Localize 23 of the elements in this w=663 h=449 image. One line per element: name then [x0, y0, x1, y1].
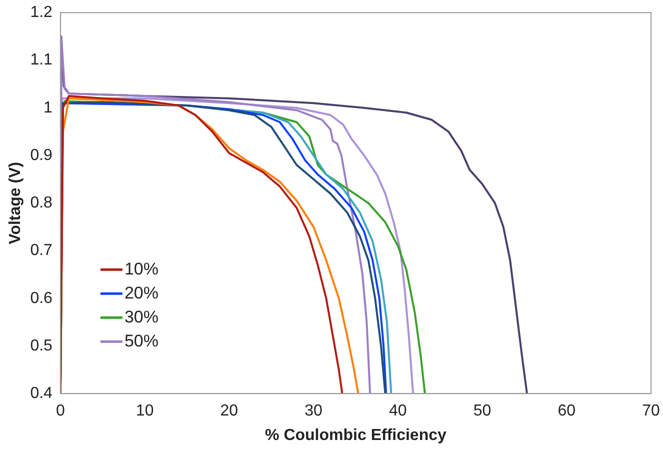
legend-label: 20%	[124, 283, 158, 302]
x-tick-label: 70	[642, 402, 660, 420]
y-tick-label: 1.1	[30, 52, 53, 69]
x-tick-label: 30	[304, 402, 323, 420]
y-tick-label: 0.6	[30, 290, 53, 307]
y-tick-label: 0.4	[30, 385, 53, 402]
x-tick-label: 50	[473, 402, 492, 420]
x-tick-label: 20	[220, 402, 238, 420]
y-tick-label: 0.8	[30, 194, 53, 212]
legend-label: 10%	[124, 259, 158, 278]
x-tick-label: 10	[136, 402, 154, 420]
y-tick-label: 0.7	[30, 242, 53, 260]
legend-label: 50%	[124, 331, 158, 350]
y-axis-title: Voltage (V)	[7, 162, 24, 244]
y-tick-label: 1.2	[30, 4, 53, 22]
x-tick-label: 0	[56, 402, 65, 420]
y-tick-label: 1	[44, 99, 53, 116]
x-tick-label: 40	[389, 402, 407, 420]
legend-label: 30%	[124, 307, 158, 326]
y-tick-label: 0.5	[30, 337, 53, 354]
x-tick-label: 60	[558, 402, 576, 420]
x-axis-title: % Coulombic Efficiency	[265, 426, 446, 444]
y-tick-label: 0.9	[30, 146, 53, 164]
